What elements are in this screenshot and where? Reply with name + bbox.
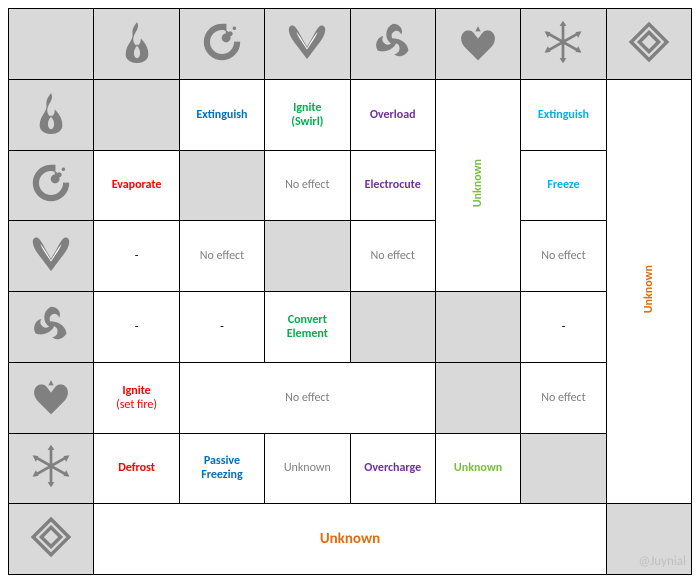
cell-text: No effect: [541, 249, 585, 263]
diagonal-cell: [521, 433, 606, 504]
cell-anemo-electro: No effect: [350, 221, 435, 292]
cell-text: Unknown: [454, 461, 502, 475]
cell-text-line: Passive: [204, 454, 240, 468]
cell-text: Defrost: [118, 461, 155, 475]
snowflake-icon: [541, 54, 585, 68]
cell-cryo-hydro: Passive Freezing: [179, 433, 264, 504]
row-header-cryo: [9, 433, 94, 504]
diagonal-cell: [265, 221, 350, 292]
col-header-anemo: [265, 9, 350, 80]
cell-anemo-hydro: No effect: [179, 221, 264, 292]
cell-hydro-anemo: No effect: [265, 150, 350, 221]
col-header-pyro: [94, 9, 179, 80]
diagonal-cell: [606, 504, 691, 575]
water-swirl-icon: [200, 54, 244, 68]
cell-hydro-cryo: Freeze: [521, 150, 606, 221]
corner-cell: [9, 9, 94, 80]
cell-cryo-electro: Overcharge: [350, 433, 435, 504]
row-header-geo: [9, 504, 94, 575]
cell-geo-unknown-merge: Unknown: [606, 79, 691, 504]
cell-text: No effect: [370, 249, 414, 263]
cell-text: -: [220, 320, 224, 334]
col-header-hydro: [179, 9, 264, 80]
cell-text: Freeze: [547, 178, 579, 192]
wings-icon: [285, 54, 329, 68]
cell-text-line: (Swirl): [291, 115, 323, 129]
cell-cryo-pyro: Defrost: [94, 433, 179, 504]
tri-swirl-icon: [371, 54, 415, 68]
snowflake-icon: [29, 478, 73, 492]
cell-electro-pyro: -: [94, 292, 179, 363]
cell-pyro-hydro: Extinguish: [179, 79, 264, 150]
cell-text: Evaporate: [112, 178, 162, 192]
diagonal-cell: [350, 292, 435, 363]
cell-text: -: [135, 320, 139, 334]
cell-cryo-anemo: Unknown: [265, 433, 350, 504]
leaf-heart-icon: [29, 408, 73, 422]
tri-swirl-icon: [29, 337, 73, 351]
row-header-hydro: [9, 150, 94, 221]
cell-text: -: [562, 320, 566, 334]
col-header-dendro: [435, 9, 520, 80]
cell-text: Unknown: [320, 530, 380, 548]
leaf-heart-icon: [456, 54, 500, 68]
cell-text-line: Freezing: [201, 468, 242, 482]
cell-geo-unknown-row: Unknown: [94, 504, 606, 575]
cell-text: -: [135, 249, 139, 263]
cell-electro-anemo: Convert Element: [265, 292, 350, 363]
row-header-electro: [9, 292, 94, 363]
cell-text: Overload: [370, 108, 416, 122]
cell-text: Overcharge: [364, 461, 421, 475]
diamond-maze-icon: [627, 54, 671, 68]
cell-pyro-electro: Overload: [350, 79, 435, 150]
cell-text: Electrocute: [365, 178, 421, 192]
col-header-geo: [606, 9, 691, 80]
cell-electro-cryo: -: [521, 292, 606, 363]
cell-dendro-noeffect-merge: No effect: [179, 362, 435, 433]
cell-text-line: Ignite: [293, 101, 321, 115]
cell-text-line: Convert: [288, 313, 327, 327]
cell-text: No effect: [285, 178, 329, 192]
diagonal-cell: [435, 362, 520, 433]
cell-electro-hydro: -: [179, 292, 264, 363]
diagonal-cell: [94, 79, 179, 150]
cell-text-line: (set fire): [116, 398, 157, 412]
cell-text: Extinguish: [538, 108, 589, 122]
cell-anemo-pyro: -: [94, 221, 179, 292]
cell-hydro-pyro: Evaporate: [94, 150, 179, 221]
cell-text: No effect: [200, 249, 244, 263]
cell-anemo-cryo: No effect: [521, 221, 606, 292]
cell-dendro-pyro: Ignite (set fire): [94, 362, 179, 433]
diamond-maze-icon: [29, 549, 73, 563]
cell-text-vertical: Unknown: [642, 265, 656, 313]
cell-dendro-cryo: No effect: [521, 362, 606, 433]
flame-icon: [29, 125, 73, 139]
row-header-anemo: [9, 221, 94, 292]
col-header-electro: [350, 9, 435, 80]
cell-text: No effect: [285, 391, 329, 405]
cell-text: Unknown: [284, 461, 331, 475]
flame-icon: [115, 54, 159, 68]
cell-text-line: Ignite: [122, 384, 150, 398]
cell-dendro-unknown-merge: Unknown: [435, 79, 520, 291]
row-header-dendro: [9, 362, 94, 433]
water-swirl-icon: [29, 195, 73, 209]
grey-cell: [435, 292, 520, 363]
elemental-reaction-table: Extinguish Ignite (Swirl) Overload Unkno…: [8, 8, 692, 575]
cell-text-line: Element: [287, 327, 328, 341]
cell-pyro-anemo: Ignite (Swirl): [265, 79, 350, 150]
cell-text: Extinguish: [196, 108, 247, 122]
wings-icon: [29, 266, 73, 280]
cell-text-vertical: Unknown: [471, 159, 485, 207]
diagonal-cell: [179, 150, 264, 221]
cell-cryo-dendro: Unknown: [435, 433, 520, 504]
col-header-cryo: [521, 9, 606, 80]
row-header-pyro: [9, 79, 94, 150]
cell-hydro-electro: Electrocute: [350, 150, 435, 221]
cell-pyro-cryo: Extinguish: [521, 79, 606, 150]
cell-text: No effect: [541, 391, 585, 405]
